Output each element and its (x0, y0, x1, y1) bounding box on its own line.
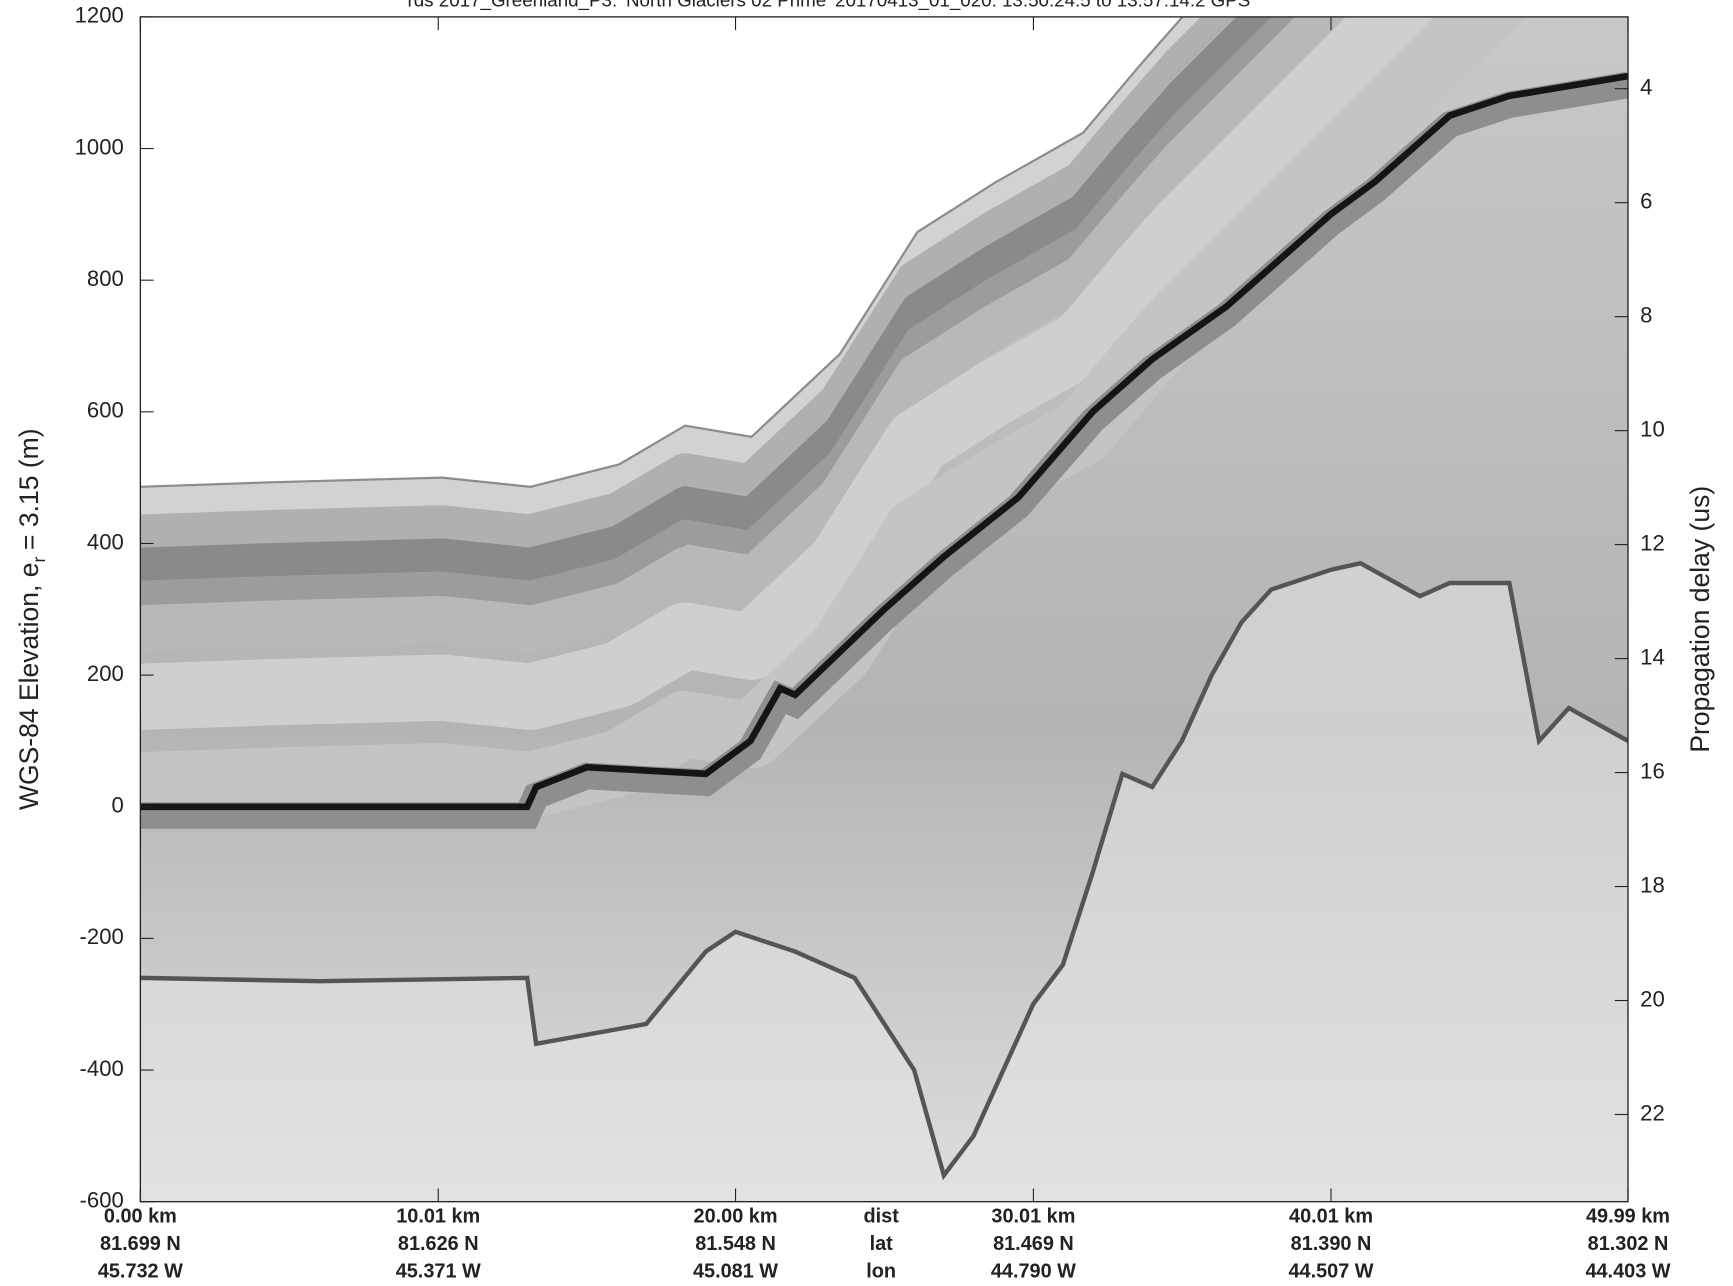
y-label-rest: = 3.15 (m) (14, 428, 44, 550)
y2-tick-label: 14 (1640, 644, 1665, 669)
y2-tick-label: 6 (1640, 189, 1652, 214)
row-label: lon (866, 1261, 896, 1283)
lat-label: 81.699 N (100, 1233, 181, 1255)
y2-tick-label: 4 (1640, 75, 1652, 100)
y-tick-label: -400 (80, 1056, 124, 1081)
echo-band (140, 16, 1284, 581)
plot-area (140, 16, 1629, 1202)
lon-label: 44.403 W (1585, 1261, 1670, 1283)
y-tick-label: 800 (87, 266, 124, 291)
y2-tick-label: 20 (1640, 986, 1665, 1011)
x-tick-label: 0.00 km (104, 1205, 177, 1227)
y2-axis-label: Propagation delay (us) (1685, 486, 1715, 753)
x-tick-label: 30.01 km (991, 1205, 1075, 1227)
echo-band (140, 16, 1440, 730)
x-tick-label: 49.99 km (1586, 1205, 1670, 1227)
bed-trace (140, 560, 1629, 1181)
y-tick-label: 0 (111, 793, 123, 818)
lon-label: 45.081 W (693, 1261, 778, 1283)
row-label: dist (863, 1205, 899, 1227)
sky (140, 16, 1183, 487)
reflector-halo (140, 71, 1629, 829)
lat-label: 81.469 N (993, 1233, 1074, 1255)
x-tick-label: 20.00 km (694, 1205, 778, 1227)
y2-tick-label: 12 (1640, 530, 1665, 555)
plot-frame (139, 16, 1629, 1203)
lat-label: 81.390 N (1291, 1233, 1372, 1255)
surface-trace (140, 16, 1184, 488)
y-label-sub: r (28, 556, 48, 562)
echo-band (140, 16, 1306, 606)
y-tick-label: -600 (80, 1188, 124, 1213)
lat-label: 81.626 N (398, 1233, 479, 1255)
y-label-text: WGS-84 Elevation, e (14, 562, 44, 810)
echo-band (140, 16, 1264, 559)
y2-tick-label: 18 (1640, 872, 1665, 897)
lat-label: 81.548 N (695, 1233, 776, 1255)
y-tick-label: 200 (87, 661, 124, 686)
y2-tick-label: 8 (1640, 302, 1652, 327)
y2-tick-label: 10 (1640, 416, 1665, 441)
y-tick-label: 1000 (75, 134, 124, 159)
x-tick-label: 40.01 km (1289, 1205, 1373, 1227)
lon-label: 45.371 W (396, 1261, 481, 1283)
y2-tick-label: 16 (1640, 758, 1665, 783)
reflector-trace (140, 72, 1629, 811)
bed-fill (140, 563, 1629, 1202)
echo-band (140, 16, 1358, 653)
y-tick-label: 400 (87, 529, 124, 554)
chart-title: rds 2017_Greenland_P3: 'North Glaciers 0… (408, 0, 1251, 11)
lat-label: 81.302 N (1588, 1233, 1669, 1255)
y-axis-label: WGS-84 Elevation, er = 3.15 (m) (14, 428, 49, 810)
lon-label: 44.507 W (1288, 1261, 1373, 1283)
lon-label: 44.790 W (991, 1261, 1076, 1283)
y-tick-label: 600 (87, 398, 124, 423)
y-tick-label: 1200 (75, 3, 124, 28)
lon-label: 45.732 W (98, 1261, 183, 1283)
y2-tick-label: 22 (1640, 1100, 1665, 1125)
x-tick-label: 10.01 km (396, 1205, 480, 1227)
y-tick-label: -200 (80, 924, 124, 949)
row-label: lat (870, 1233, 894, 1255)
